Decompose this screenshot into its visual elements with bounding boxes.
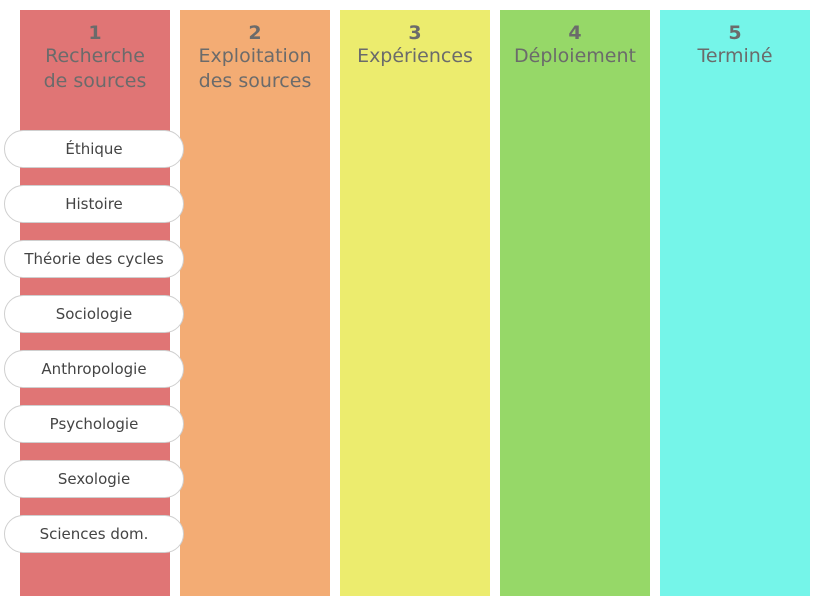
column-experiences: 3 Expériences (340, 10, 490, 596)
column-number: 2 (248, 22, 262, 44)
column-title: Recherche de sources (43, 45, 147, 92)
column-header: 4 Déploiement (500, 10, 650, 69)
column-header: 2 Exploitation des sources (180, 10, 330, 94)
card-theorie-des-cycles[interactable]: Théorie des cycles (4, 240, 184, 278)
column-title: Exploitation des sources (198, 45, 312, 92)
card-sciences-dom[interactable]: Sciences dom. (4, 515, 184, 553)
column-number: 3 (408, 22, 422, 44)
column-title: Déploiement (514, 45, 636, 67)
column-header: 5 Terminé (660, 10, 810, 69)
card-sociologie[interactable]: Sociologie (4, 295, 184, 333)
card-psychologie[interactable]: Psychologie (4, 405, 184, 443)
column-number: 1 (88, 22, 102, 44)
column-exploitation-des-sources: 2 Exploitation des sources (180, 10, 330, 596)
column-title: Expériences (357, 45, 473, 67)
card-anthropologie[interactable]: Anthropologie (4, 350, 184, 388)
card-ethique[interactable]: Éthique (4, 130, 184, 168)
column-number: 5 (728, 22, 742, 44)
column-header: 3 Expériences (340, 10, 490, 69)
column-number: 4 (568, 22, 582, 44)
column-header: 1 Recherche de sources (20, 10, 170, 94)
column-deploiement: 4 Déploiement (500, 10, 650, 596)
card-histoire[interactable]: Histoire (4, 185, 184, 223)
card-sexologie[interactable]: Sexologie (4, 460, 184, 498)
column-termine: 5 Terminé (660, 10, 810, 596)
column-title: Terminé (697, 45, 773, 67)
